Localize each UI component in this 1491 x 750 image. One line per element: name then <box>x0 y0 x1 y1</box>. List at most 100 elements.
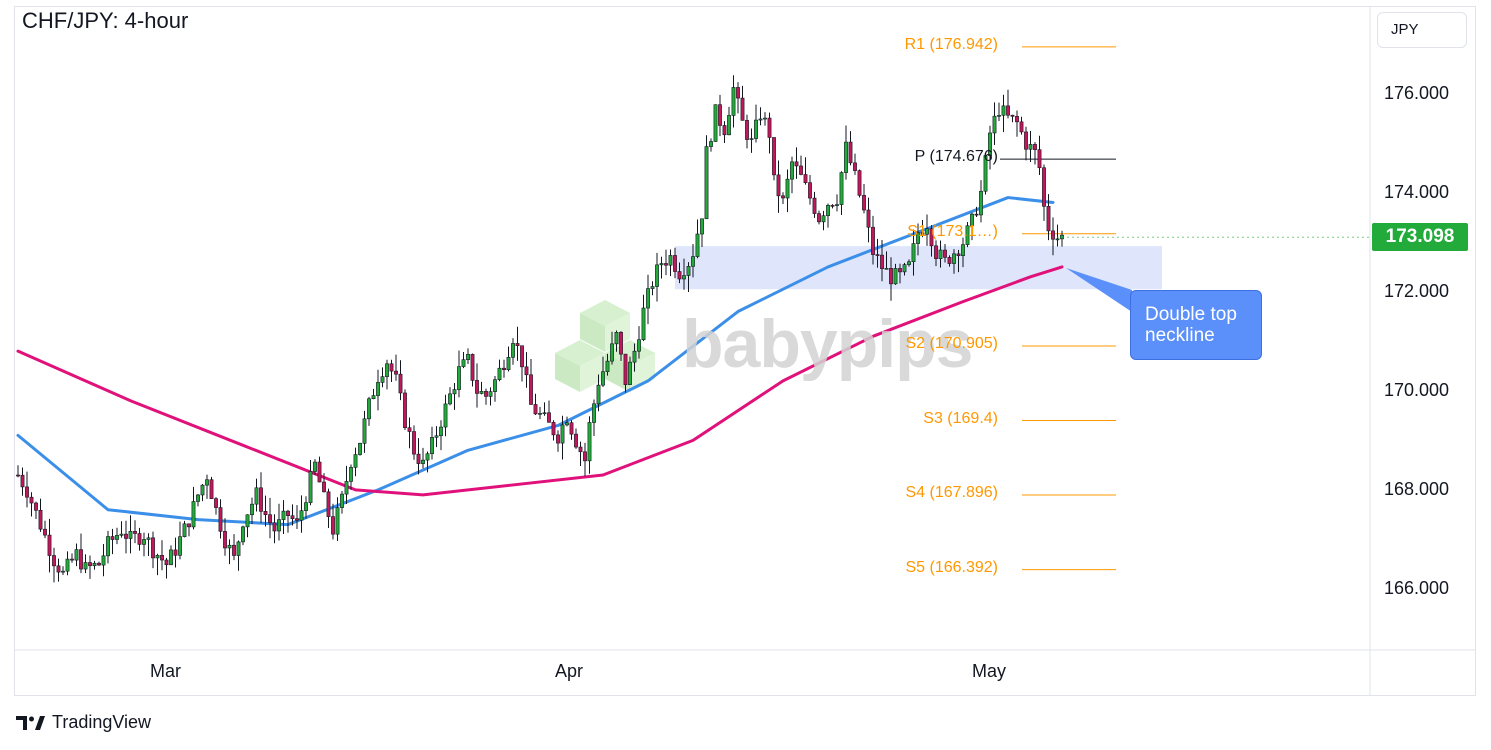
candle <box>169 545 173 566</box>
candle-body-up <box>695 233 700 257</box>
candle-body-down <box>475 380 479 394</box>
candle-body-up <box>844 141 848 173</box>
candle <box>542 402 547 416</box>
candle-body-down <box>502 367 506 371</box>
candle <box>250 497 254 525</box>
candle <box>151 531 155 569</box>
candle <box>439 420 443 451</box>
candle-body-up <box>304 502 308 511</box>
candle-body-up <box>142 539 146 545</box>
candle-body-down <box>551 422 556 436</box>
candle <box>353 447 358 477</box>
candle-body-up <box>925 228 929 235</box>
candle-body-down <box>1046 206 1051 232</box>
candle-body-down <box>173 549 178 556</box>
candle <box>1042 164 1046 221</box>
candle <box>187 523 191 537</box>
candle-body-down <box>781 195 785 199</box>
candle-body-down <box>470 354 475 381</box>
pivot-label-s3: S3 (169.4) <box>923 409 998 427</box>
candle <box>457 350 461 398</box>
candle-body-up <box>592 403 596 423</box>
candle-body-down <box>974 213 979 216</box>
candle <box>299 495 304 533</box>
tradingview-logo[interactable]: TradingView <box>16 712 151 733</box>
y-tick-label: 174.000 <box>1384 181 1450 202</box>
candle-body-down <box>1033 144 1037 150</box>
candle <box>943 243 947 263</box>
candle-body-up <box>92 562 97 567</box>
candle-body-up <box>169 549 173 566</box>
candle <box>200 484 205 502</box>
candle <box>920 220 925 238</box>
candle <box>277 503 281 541</box>
candle <box>826 203 830 228</box>
candle-body-up <box>988 132 992 156</box>
candle <box>938 240 943 268</box>
candle <box>511 338 515 365</box>
candle <box>371 388 376 400</box>
candle-body-up <box>83 562 88 570</box>
candle <box>916 223 920 256</box>
candle <box>205 474 209 499</box>
candle <box>16 465 20 478</box>
candle-body-up <box>178 536 182 556</box>
candle-body-up <box>367 398 371 420</box>
candle-body-up <box>1028 144 1033 150</box>
candle-body-up <box>461 359 466 367</box>
candle-body-down <box>866 209 871 228</box>
candle <box>664 249 668 276</box>
candle <box>209 476 214 499</box>
candle <box>236 540 241 571</box>
candle <box>43 520 47 539</box>
candle-body-up <box>826 204 830 217</box>
candle-body-up <box>191 501 196 528</box>
candle-body-up <box>632 350 637 363</box>
candle <box>52 547 56 583</box>
candle <box>286 509 290 533</box>
candle-body-up <box>902 264 907 273</box>
candle-body-up <box>511 343 515 358</box>
candle-body-down <box>934 245 938 259</box>
candle-body-down <box>871 226 875 255</box>
watermark-text: babypips <box>682 306 973 382</box>
candle-body-down <box>70 558 74 561</box>
y-tick-label: 166.000 <box>1384 578 1450 598</box>
candle <box>691 244 695 278</box>
candle-body-down <box>110 536 115 540</box>
candle-body-down <box>20 474 25 488</box>
watermark-logo <box>555 300 655 392</box>
candle <box>164 557 169 579</box>
candle-body-up <box>353 454 358 468</box>
candle <box>583 442 587 477</box>
candle <box>272 514 277 544</box>
currency-selector-button[interactable]: JPY <box>1377 12 1467 48</box>
candle-body-down <box>272 522 277 532</box>
candle-body-up <box>106 536 110 557</box>
candle <box>259 472 263 523</box>
candle <box>214 497 218 515</box>
candle-body-down <box>1019 121 1024 133</box>
candle <box>974 206 979 217</box>
candle <box>146 533 151 557</box>
candle <box>799 155 803 176</box>
annotation-pointer <box>1066 268 1132 312</box>
candle <box>65 551 70 576</box>
candle-body-down <box>857 170 862 196</box>
candle <box>718 94 722 137</box>
candle-body-down <box>137 533 142 545</box>
candle-body-up <box>439 426 443 437</box>
candle <box>254 478 259 512</box>
candle-body-up <box>430 436 434 455</box>
candle-body-up <box>754 119 758 139</box>
candle <box>56 558 61 582</box>
candle <box>97 561 101 566</box>
candle <box>1060 230 1064 247</box>
candle <box>610 331 614 365</box>
candle <box>898 263 902 284</box>
candle <box>452 383 457 410</box>
candle <box>358 442 362 456</box>
candle <box>808 175 812 205</box>
candle <box>376 369 380 411</box>
